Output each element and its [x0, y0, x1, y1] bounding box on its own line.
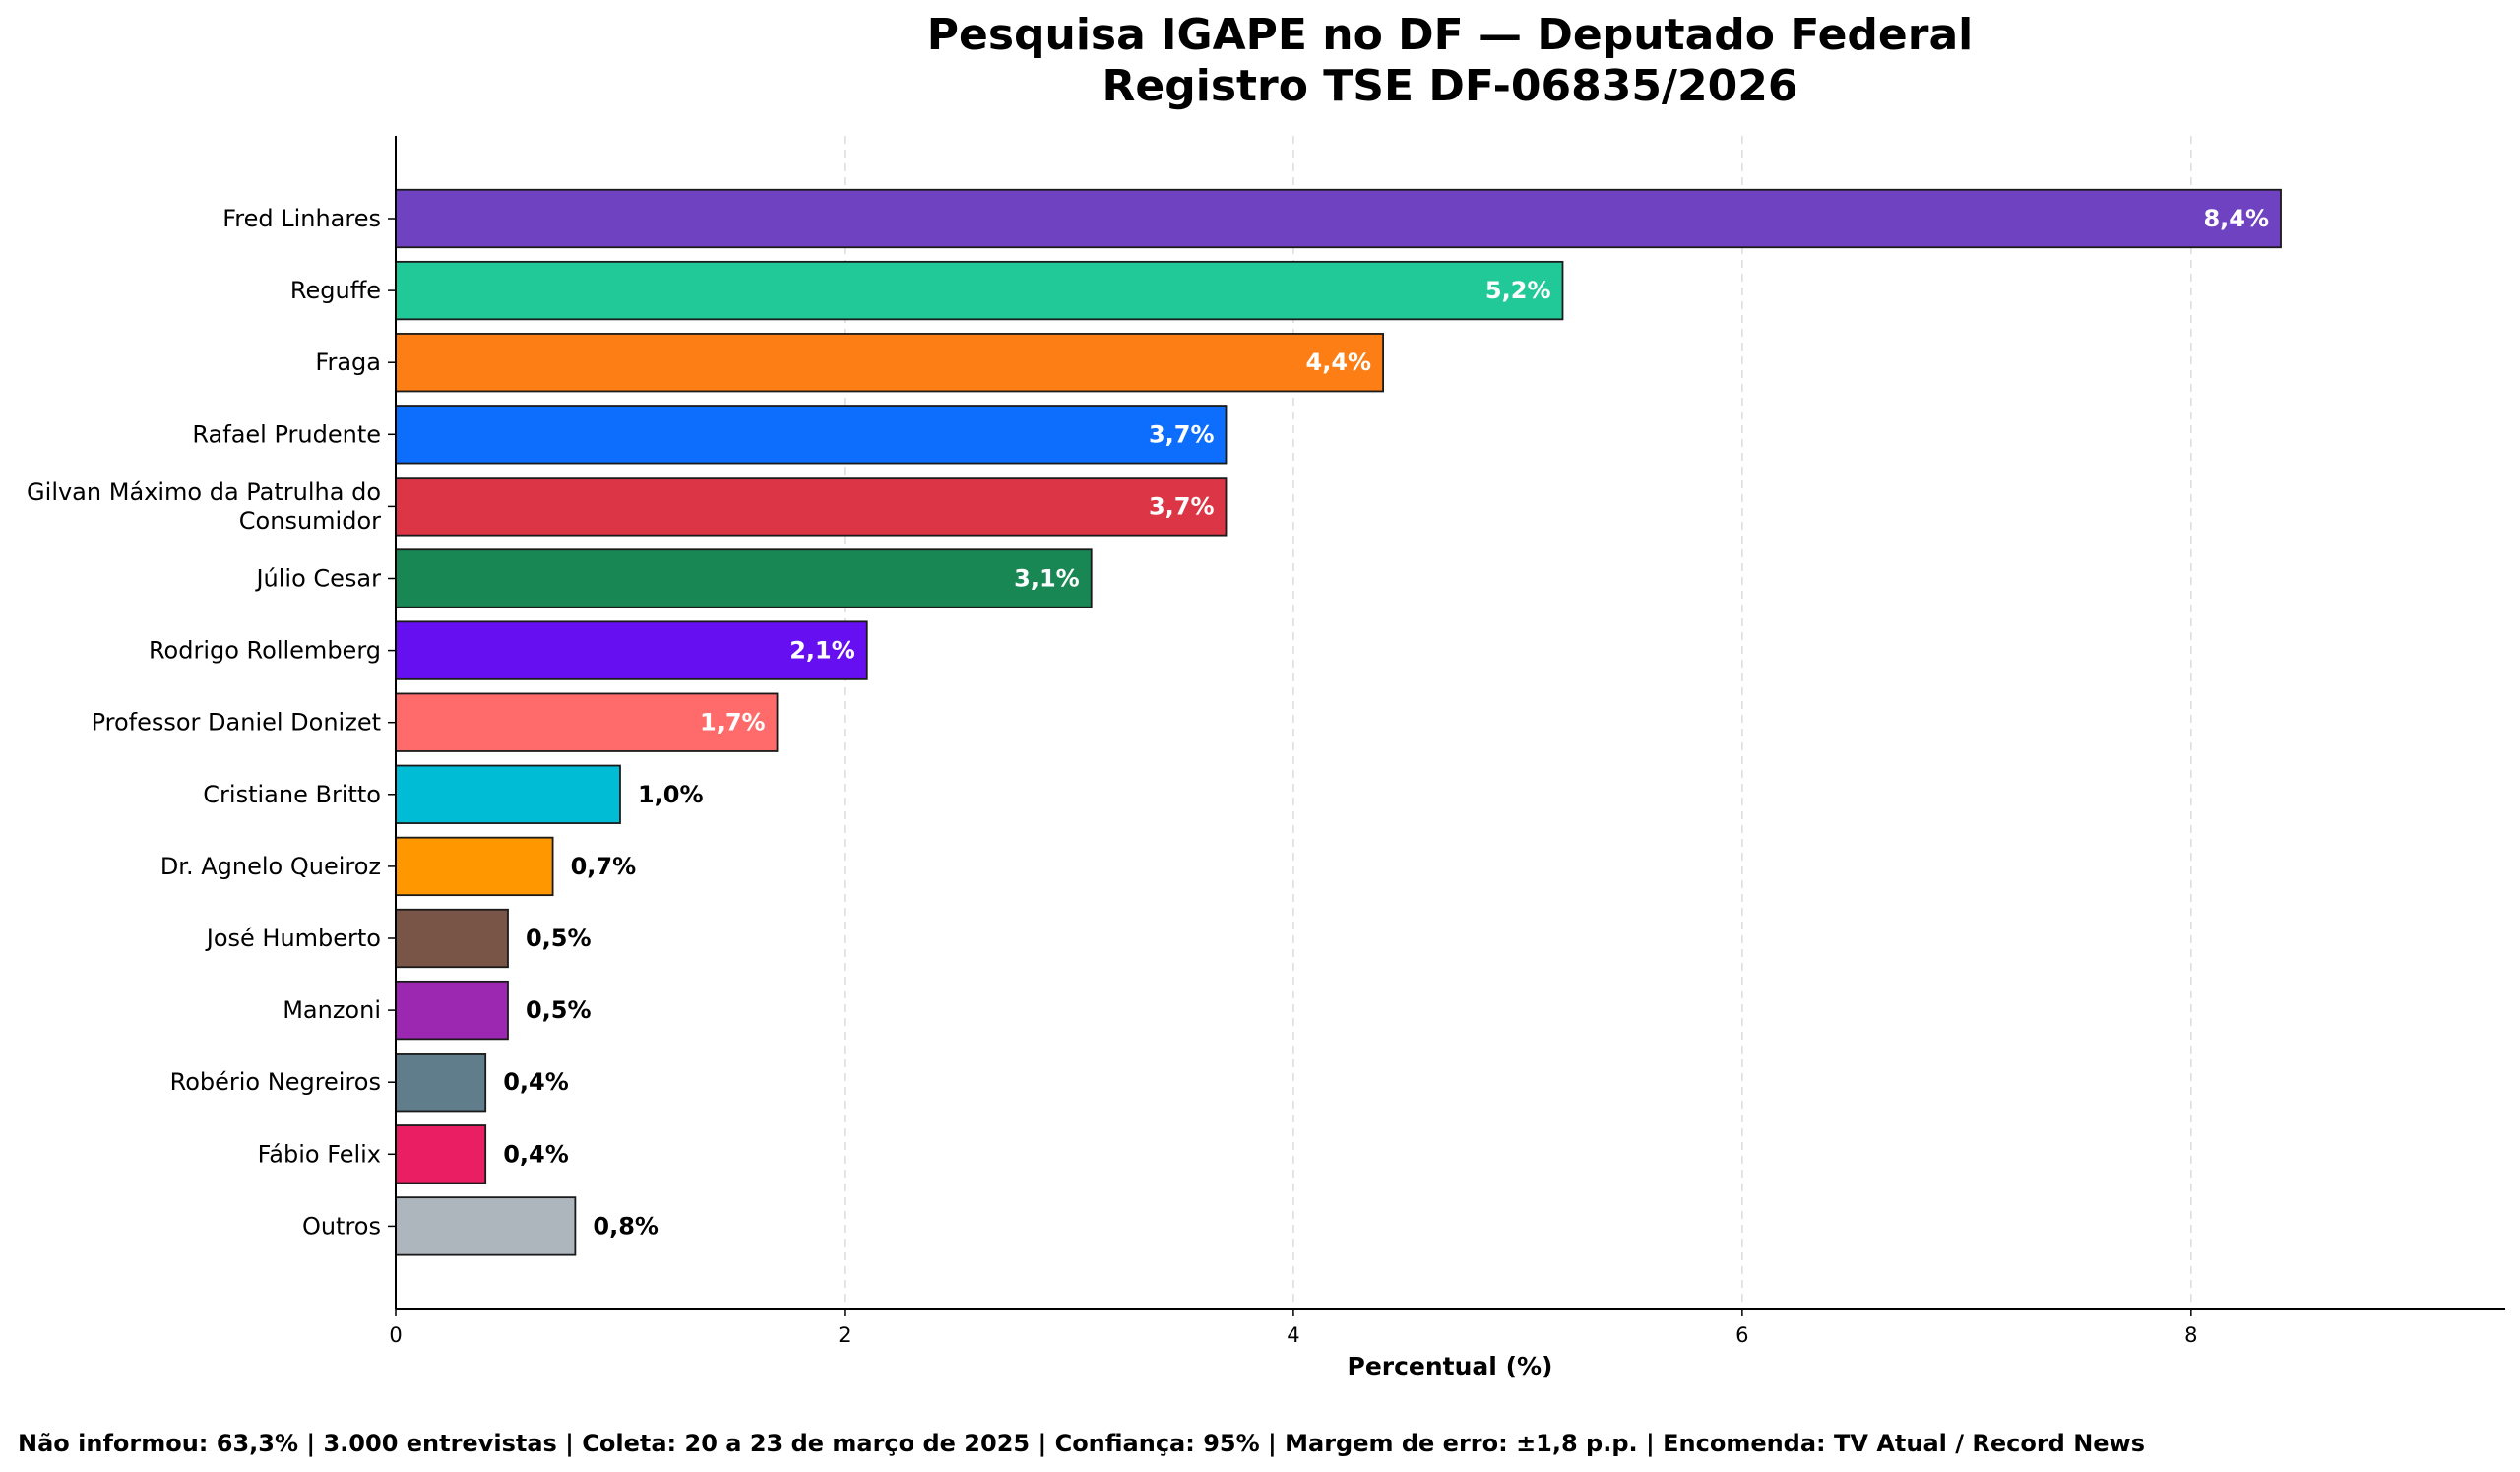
- data-label: 4,4%: [1306, 349, 1372, 376]
- x-tick-label: 2: [838, 1323, 850, 1347]
- y-tick-label: Dr. Agnelo Queiroz: [160, 853, 381, 880]
- bar: [395, 1053, 487, 1113]
- data-label: 2,1%: [789, 637, 855, 665]
- data-label: 1,7%: [700, 709, 766, 736]
- bar: [395, 692, 779, 752]
- y-tick-label: Júlio Cesar: [254, 565, 381, 593]
- bar: [395, 333, 1385, 393]
- bar: [395, 908, 509, 969]
- x-tick-label: 6: [1735, 1323, 1748, 1347]
- y-tick-label: Reguffe: [290, 277, 381, 304]
- x-tick-label: 4: [1287, 1323, 1299, 1347]
- y-tick-label: Fraga: [315, 349, 381, 376]
- x-tick-label: 8: [2184, 1323, 2197, 1347]
- x-tick-label: 0: [389, 1323, 402, 1347]
- data-label: 0,5%: [526, 996, 592, 1024]
- bar: [395, 764, 621, 824]
- x-axis-label: Percentual (%): [1348, 1352, 1553, 1380]
- grid-lines: [844, 136, 2192, 1309]
- x-axis-ticks: 0 2 4 6 8: [389, 1309, 2198, 1347]
- chart-title: Pesquisa IGAPE no DF — Deputado Federal: [927, 10, 1974, 60]
- y-axis-ticks: Fred Linhares Reguffe Fraga Rafael Prudente…: [27, 205, 396, 1240]
- y-tick-label: Fred Linhares: [222, 205, 381, 232]
- data-label: 5,2%: [1485, 277, 1551, 304]
- y-tick-label: Rodrigo Rollemberg: [149, 637, 381, 665]
- data-label: 3,1%: [1014, 565, 1080, 593]
- y-tick-label: Rafael Prudente: [192, 420, 381, 448]
- footer-note: Não informou: 63,3% | 3.000 entrevistas …: [18, 1430, 2146, 1457]
- data-label: 3,7%: [1149, 492, 1215, 520]
- data-label: 0,7%: [571, 853, 637, 880]
- bar: [395, 260, 1564, 321]
- bar: [395, 548, 1093, 608]
- data-label: 8,4%: [2203, 205, 2269, 232]
- bar: [395, 980, 509, 1041]
- bar: [395, 405, 1228, 465]
- y-tick-label: José Humberto: [205, 925, 381, 952]
- y-tick-label: Gilvan Máximo da Patrulha do: [27, 479, 381, 506]
- y-tick-label: Outros: [302, 1212, 381, 1240]
- data-label: 3,7%: [1149, 420, 1215, 448]
- bar: [395, 1124, 487, 1184]
- bar: [395, 188, 2282, 249]
- bar: [395, 1196, 577, 1256]
- y-tick-label: Manzoni: [283, 996, 381, 1024]
- data-label: 0,8%: [593, 1212, 659, 1240]
- data-label: 0,5%: [526, 925, 592, 952]
- y-tick-label: Cristiane Britto: [203, 781, 381, 808]
- bar: [395, 620, 868, 680]
- chart-subtitle: Registro TSE DF-06835/2026: [1102, 61, 1798, 111]
- y-tick-label: Fábio Felix: [258, 1140, 381, 1168]
- data-label: 1,0%: [638, 781, 704, 808]
- data-labels: 8,4% 5,2% 4,4% 3,7% 3,7% 3,1% 2,1% 1,7% 1,0% 0,7%…: [503, 205, 2269, 1240]
- bar: [395, 477, 1228, 537]
- y-tick-label: Consumidor: [239, 507, 381, 535]
- bars: [395, 188, 2282, 1256]
- y-tick-label: Professor Daniel Donizet: [92, 709, 381, 736]
- bar: [395, 836, 554, 897]
- data-label: 0,4%: [503, 1140, 569, 1168]
- data-label: 0,4%: [503, 1068, 569, 1096]
- y-tick-label: Robério Negreiros: [170, 1068, 381, 1096]
